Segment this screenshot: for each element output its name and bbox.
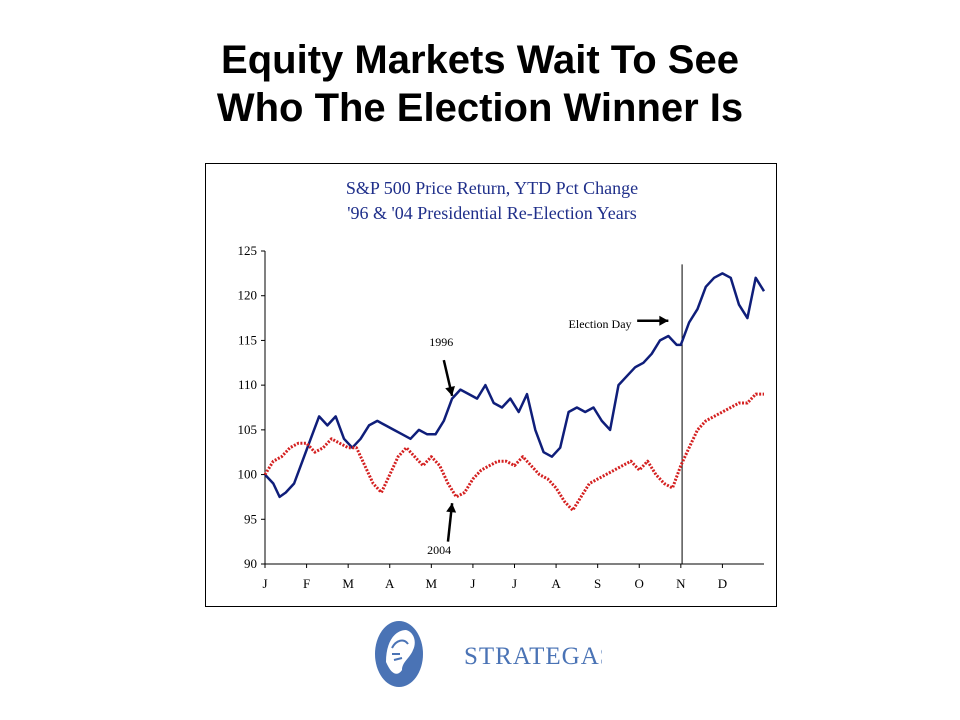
y-tick-label: 110 [238,377,257,392]
x-tick-label: J [470,576,475,591]
chart-axes: 90 95 100 105 110 115 120 125 J F M A M J J A S O N D [238,243,764,591]
x-tick-label: O [635,576,644,591]
series-2004-label: 2004 [427,543,451,557]
x-tick-label: N [676,576,686,591]
chart-title-line-2: '96 & '04 Presidential Re-Election Years [347,203,636,223]
y-tick-label: 100 [238,467,258,482]
y-tick-label: 120 [238,288,258,303]
chart-series [263,264,766,564]
x-tick-label: J [262,576,267,591]
line-chart: S&P 500 Price Return, YTD Pct Change '96… [238,178,766,591]
series-2004-arrow [446,503,457,542]
x-tick-label: A [385,576,395,591]
x-tick-label: M [342,576,354,591]
series-1996-label: 1996 [429,335,453,349]
x-tick-label: F [303,576,310,591]
x-tick-label: J [512,576,517,591]
chart-frame: S&P 500 Price Return, YTD Pct Change '96… [205,163,777,607]
series-1996-arrow [442,359,455,397]
chart-title-line-1: S&P 500 Price Return, YTD Pct Change [346,178,638,198]
y-tick-label: 105 [238,422,258,437]
x-tick-label: A [551,576,561,591]
y-tick-label: 125 [238,243,258,258]
election-day-label: Election Day [569,317,632,331]
slide-title: Equity Markets Wait To See Who The Elect… [0,36,960,132]
election-day-arrow [637,315,669,326]
strategas-wordmark: STRATEGAS [464,643,602,670]
series-line-2004 [263,392,764,512]
arrow-head [446,503,457,513]
arrow-head [445,385,455,396]
series-line-1996 [264,272,766,499]
x-tick-label: D [718,576,727,591]
chart-annotations: Election Day 1996 2004 [427,315,669,557]
x-tick-label: S [594,576,601,591]
y-tick-label: 115 [238,332,257,347]
x-tick-label: M [426,576,438,591]
strategas-logo: STRATEGAS [375,621,602,687]
helmet-emblem-icon [375,621,423,687]
y-tick-label: 95 [244,511,257,526]
slide-title-line-2: Who The Election Winner Is [216,86,744,130]
slide-title-line-1: Equity Markets Wait To See [221,38,739,82]
arrow-head [659,315,669,326]
y-tick-label: 90 [244,556,257,571]
